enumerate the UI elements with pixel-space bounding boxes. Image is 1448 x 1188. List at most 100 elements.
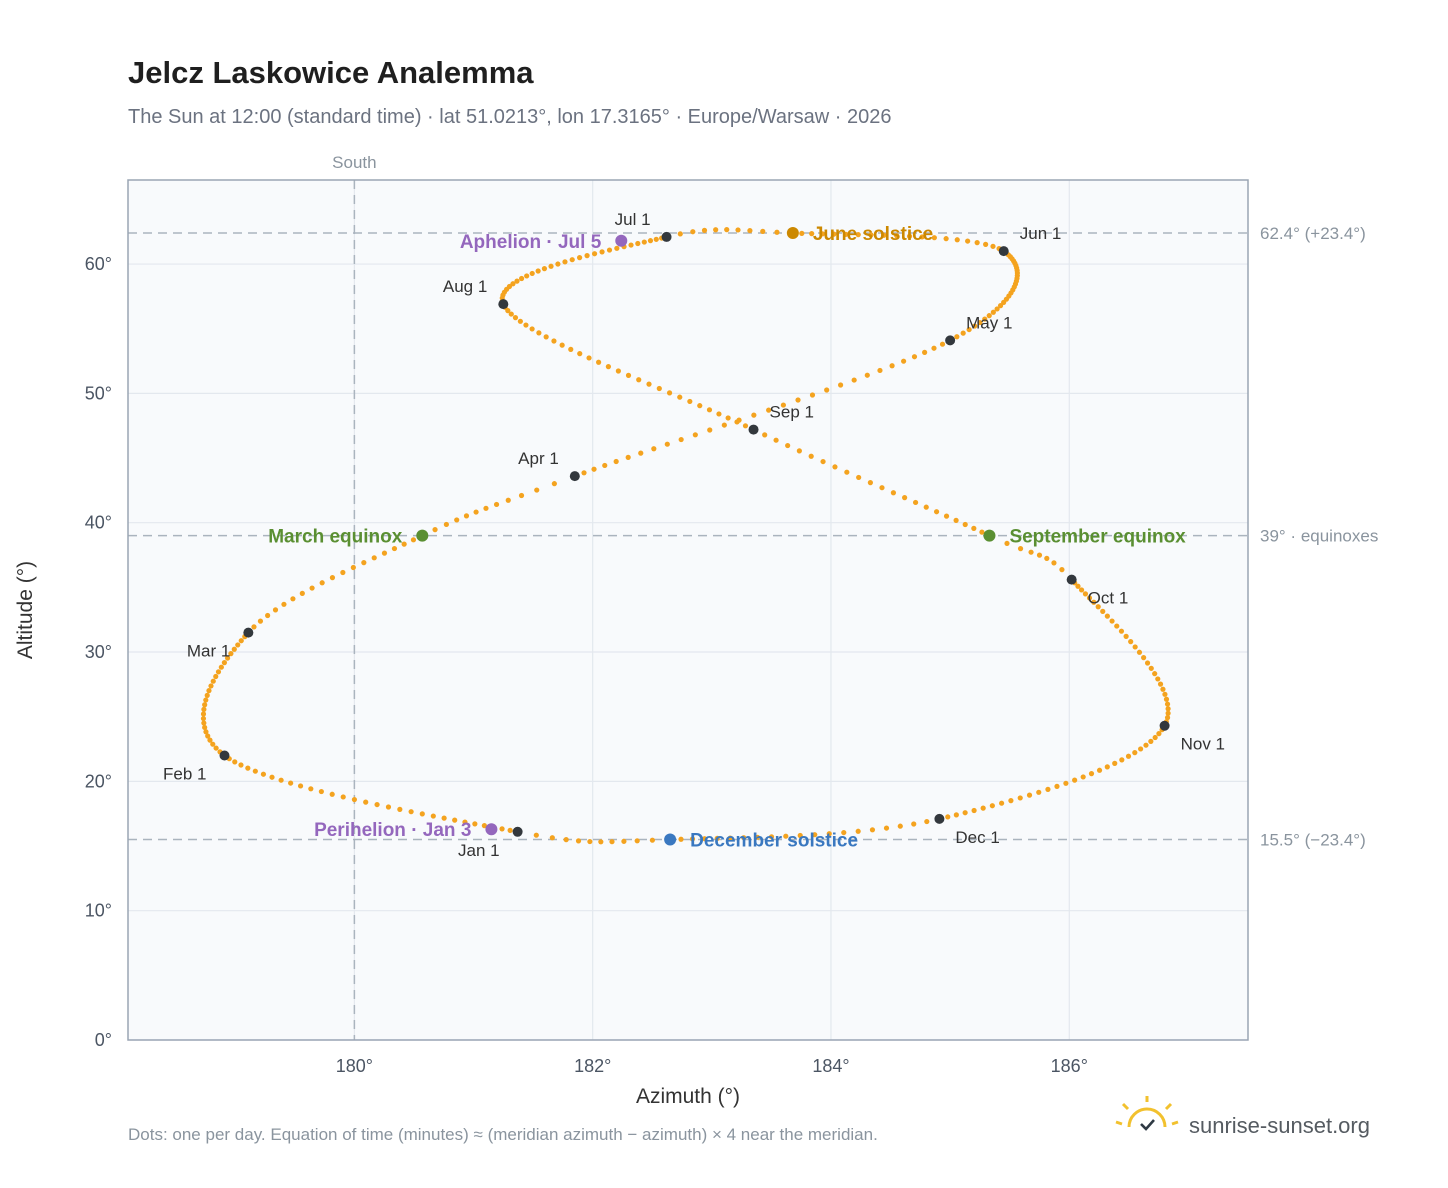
analemma-day-dot	[1112, 760, 1118, 766]
analemma-day-dot	[260, 771, 267, 777]
analemma-day-dot	[1148, 665, 1154, 671]
analemma-day-dot	[943, 513, 950, 519]
brand-name: sunrise-sunset.org	[1189, 1113, 1370, 1138]
analemma-day-dot	[877, 367, 883, 374]
analemma-day-dot	[989, 803, 995, 809]
event-marker-label: Aphelion · Jul 5	[460, 232, 602, 253]
analemma-day-dot	[766, 407, 772, 413]
brand-logo[interactable]: sunrise-sunset.org	[1115, 1096, 1370, 1138]
analemma-day-dot	[1164, 701, 1171, 707]
analemma-day-dot	[569, 257, 575, 263]
month-marker-label: May 1	[966, 313, 1012, 332]
analemma-day-dot	[340, 569, 346, 576]
analemma-day-dot	[454, 517, 460, 523]
analemma-day-dot	[716, 411, 722, 417]
analemma-day-dot	[994, 306, 1000, 312]
analemma-day-dot	[666, 390, 673, 396]
analemma-day-dot	[529, 326, 535, 332]
analemma-day-dot	[966, 326, 972, 333]
month-marker-label: Aug 1	[443, 277, 487, 296]
analemma-day-dot	[297, 783, 304, 789]
analemma-day-dot	[1075, 583, 1081, 589]
analemma-day-dot	[463, 513, 470, 519]
analemma-day-dot	[773, 437, 779, 443]
analemma-day-dot	[664, 441, 670, 447]
analemma-day-dot	[615, 368, 621, 374]
analemma-day-dot	[309, 585, 315, 591]
analemma-day-dot	[251, 624, 257, 630]
reference-line-label: 39° · equinoxes	[1260, 527, 1378, 546]
month-marker-label: Oct 1	[1088, 589, 1129, 608]
analemma-day-dot	[785, 442, 791, 449]
analemma-day-dot	[1143, 742, 1149, 748]
analemma-day-dot	[228, 651, 234, 657]
analemma-day-dot	[972, 323, 978, 329]
analemma-day-dot	[797, 832, 803, 839]
analemma-day-dot	[1051, 560, 1057, 566]
reference-line-label: 15.5° (−23.4°)	[1260, 831, 1366, 850]
analemma-day-dot	[1162, 691, 1168, 697]
analemma-day-dot	[512, 315, 519, 321]
analemma-day-dot	[614, 245, 620, 251]
analemma-day-dot	[812, 832, 818, 838]
analemma-day-dot	[591, 251, 598, 257]
analemma-day-dot	[725, 415, 731, 421]
analemma-day-dot	[518, 492, 525, 499]
analemma-day-dot	[257, 618, 264, 624]
analemma-day-dot	[856, 474, 862, 481]
analemma-day-dot	[1017, 546, 1024, 552]
analemma-day-dot	[762, 432, 768, 438]
y-tick-label: 20°	[85, 771, 112, 791]
analemma-day-dot	[288, 780, 294, 786]
analemma-day-dot	[997, 303, 1004, 309]
y-tick-label: 50°	[85, 383, 112, 403]
event-marker-dot	[664, 833, 677, 846]
analemma-day-dot	[1119, 757, 1125, 763]
month-marker-dot	[661, 231, 672, 242]
analemma-day-dot	[954, 237, 960, 243]
analemma-day-dot	[541, 266, 548, 272]
analemma-day-dot	[443, 521, 449, 528]
analemma-day-dot	[953, 517, 959, 524]
analemma-day-dot	[906, 233, 913, 239]
analemma-day-dot	[203, 697, 209, 703]
analemma-day-dot	[982, 316, 988, 322]
sun-logo-icon	[1115, 1096, 1179, 1131]
analemma-day-dot	[1045, 786, 1051, 792]
footnote: Dots: one per day. Equation of time (min…	[128, 1125, 878, 1144]
analemma-day-dot	[820, 458, 826, 465]
analemma-day-dot	[1141, 655, 1147, 661]
analemma-day-dot	[832, 464, 838, 470]
analemma-day-dot	[1156, 731, 1162, 737]
y-tick-label: 0°	[95, 1030, 112, 1050]
analemma-day-dot	[499, 826, 505, 832]
analemma-day-dot	[1004, 540, 1010, 547]
analemma-day-dot	[408, 809, 414, 815]
analemma-day-dot	[591, 466, 597, 472]
analemma-day-dot	[647, 238, 654, 244]
analemma-day-dot	[599, 249, 605, 255]
analemma-day-dot	[924, 818, 930, 825]
analemma-day-dot	[919, 234, 925, 240]
analemma-day-dot	[1095, 604, 1101, 610]
month-marker-label: Nov 1	[1181, 735, 1225, 754]
analemma-day-dot	[707, 427, 713, 433]
analemma-day-dot	[278, 777, 284, 783]
analemma-day-dot	[912, 499, 919, 506]
analemma-day-dot	[741, 835, 747, 841]
analemma-day-dot	[826, 831, 832, 837]
analemma-day-dot	[742, 423, 749, 429]
analemma-day-dot	[350, 564, 356, 571]
analemma-day-dot	[1118, 628, 1125, 634]
analemma-day-dot	[318, 788, 324, 795]
analemma-day-dot	[1104, 764, 1110, 770]
analemma-day-dot	[1078, 587, 1085, 593]
month-marker-label: Feb 1	[163, 764, 206, 783]
analemma-day-dot	[971, 807, 977, 814]
analemma-day-dot	[1148, 738, 1154, 744]
analemma-day-dot	[215, 669, 222, 675]
analemma-day-dot	[363, 799, 369, 805]
analemma-day-dot	[625, 372, 632, 378]
x-axis-ticks: 180° 182° 184° 186°	[336, 1056, 1088, 1076]
